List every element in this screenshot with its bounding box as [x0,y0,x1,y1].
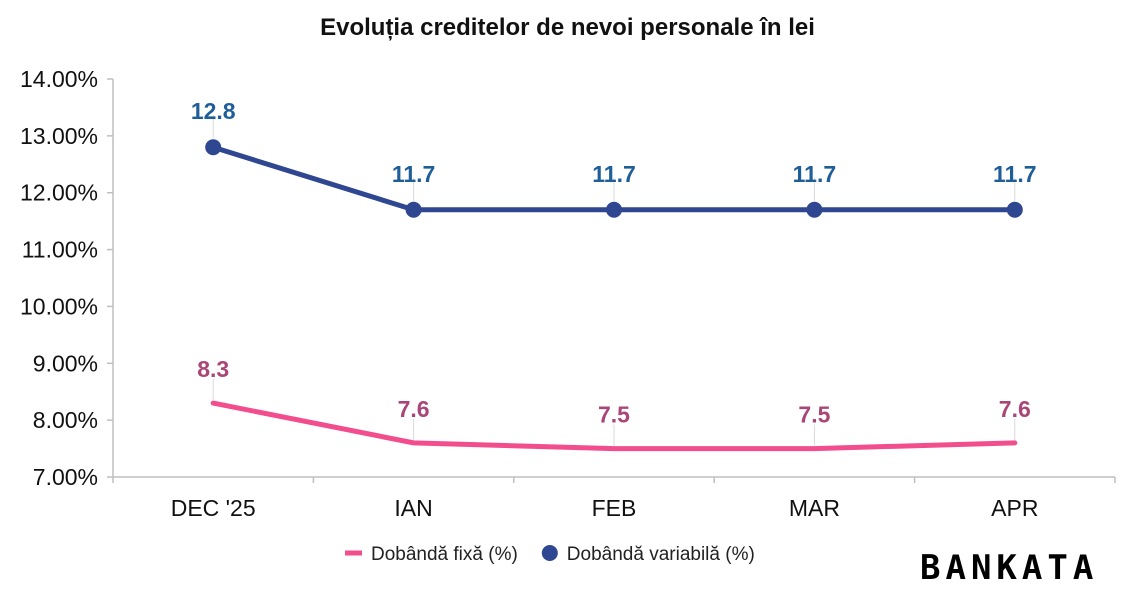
fixed-rate-data-label: 8.3 [197,356,229,382]
fixed-rate-legend-label: Dobândă fixă (%) [371,544,518,565]
variable-rate-point [406,202,422,218]
variable-rate-point [606,202,622,218]
x-tick-label: IAN [394,495,432,521]
y-tick-label: 12.00% [20,180,98,206]
fixed-rate-data-label: 7.5 [598,402,630,428]
x-tick-label: FEB [592,495,637,521]
variable-rate-point [205,139,221,155]
y-tick-label: 10.00% [20,293,98,319]
x-tick-label: DEC '25 [171,495,256,521]
variable-rate-data-label: 11.7 [392,161,436,187]
variable-rate-legend-marker [542,545,558,561]
fixed-rate-data-label: 7.6 [999,396,1031,422]
x-tick-label: APR [991,495,1038,521]
fixed-rate-data-label: 7.5 [798,402,830,428]
y-tick-label: 9.00% [33,350,98,376]
variable-rate-point [806,202,822,218]
bankata-logo: BANKATA [920,548,1098,588]
variable-rate-point [1007,202,1023,218]
y-tick-label: 14.00% [20,66,98,92]
x-tick-label: MAR [789,495,840,521]
variable-rate-data-label: 12.8 [191,98,236,124]
y-tick-label: 11.00% [22,237,98,263]
fixed-rate-data-label: 7.6 [398,396,430,422]
y-tick-label: 8.00% [33,407,98,433]
y-tick-label: 7.00% [33,464,98,490]
variable-rate-legend-label: Dobândă variabilă (%) [567,544,755,565]
y-tick-label: 13.00% [20,123,98,149]
variable-rate-data-label: 11.7 [793,161,837,187]
variable-rate-data-label: 11.7 [993,161,1037,187]
variable-rate-data-label: 11.7 [592,161,636,187]
